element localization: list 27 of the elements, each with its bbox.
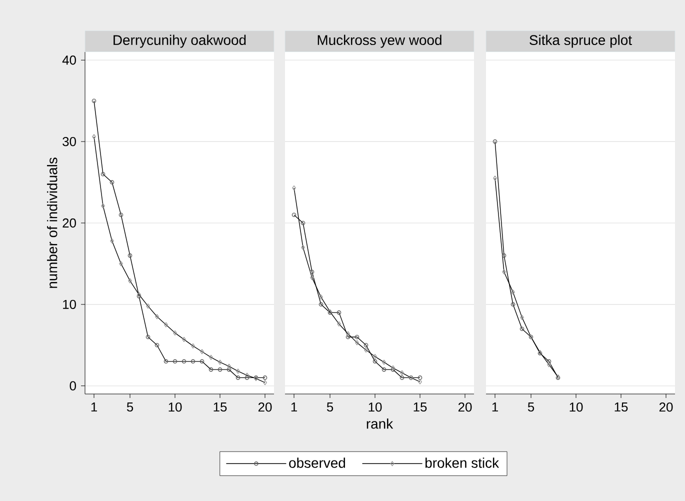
x-tick-label: 5 <box>126 402 134 412</box>
chart-title: Muckross yew wood <box>318 34 442 48</box>
y-tick-label: 10 <box>63 300 76 309</box>
x-tick-label: 20 <box>659 402 673 412</box>
chart-title: Derrycunihy oakwood <box>114 34 246 48</box>
x-tick-label: 20 <box>258 402 272 412</box>
x-tick-label: 5 <box>528 402 534 412</box>
x-tick-label: 15 <box>614 402 628 412</box>
x-tick-label: 1 <box>91 402 97 412</box>
x-tick-label: 1 <box>492 402 498 412</box>
x-tick-label: 10 <box>570 402 583 412</box>
y-tick-label: 40 <box>62 56 76 65</box>
x-tick-label: 5 <box>326 402 334 412</box>
legend-label: observed <box>289 458 346 468</box>
x-tick-label: 15 <box>414 402 427 412</box>
y-axis-title: number of individuals <box>47 158 58 288</box>
x-tick-label: 20 <box>458 402 472 412</box>
y-tick-label: 20 <box>62 218 76 228</box>
x-tick-label: 1 <box>291 402 297 412</box>
x-tick-label: 15 <box>214 402 227 412</box>
x-tick-label: 10 <box>168 402 182 412</box>
chart-title: Sitka spruce plot <box>530 34 632 48</box>
y-tick-label: 0 <box>70 381 76 390</box>
x-tick-label: 10 <box>368 402 382 412</box>
y-tick-label: 30 <box>62 136 76 146</box>
legend-label: broken stick <box>426 458 500 468</box>
x-axis-title: rank <box>366 418 394 429</box>
